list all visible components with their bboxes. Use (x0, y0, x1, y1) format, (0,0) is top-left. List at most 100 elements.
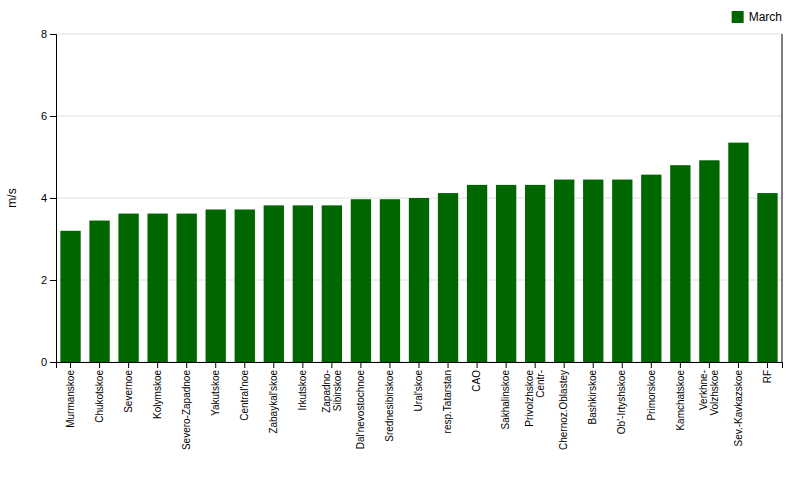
y-tick-mark (50, 34, 56, 35)
x-tick: Dal'nevostochnoe (355, 362, 366, 449)
x-tick-mark (273, 362, 274, 368)
x-tick-mark (622, 362, 623, 368)
x-tick: RF (762, 362, 773, 383)
x-tick: Chukotskoe (94, 362, 105, 423)
y-tick: 2 (41, 274, 56, 286)
x-tick-label: Zabaykal'skoe (268, 370, 279, 434)
bar (380, 199, 400, 362)
x-tick-label: Irkutskoe (297, 370, 308, 411)
x-tick-mark (70, 362, 71, 368)
x-tick: PrivolzhskoeCentr- (524, 362, 546, 427)
y-tick-mark (50, 198, 56, 199)
x-tick-mark (564, 362, 565, 368)
x-tick: CAO (471, 362, 482, 392)
x-tick-label: Primorskoe (646, 370, 657, 421)
bar (293, 205, 313, 362)
x-tick-label: Ural'skoe (413, 370, 424, 412)
y-tick-label: 8 (41, 28, 47, 40)
x-tick-mark (186, 362, 187, 368)
x-tick-mark (302, 362, 303, 368)
x-tick-label: resp.Tatarstan (442, 370, 453, 433)
x-tick: Severnoe (123, 362, 134, 413)
y-tick-mark (50, 362, 56, 363)
bar (322, 205, 342, 362)
x-tick: Ural'skoe (413, 362, 424, 411)
bars (60, 143, 777, 362)
plot: 0 2 4 6 8 Murmanskoe Chukotskoe Severnoe Kolymsk… (41, 28, 783, 450)
grid (56, 34, 782, 362)
chart: 0 2 4 6 8 Murmanskoe Chukotskoe Severnoe Kolymsk… (0, 0, 802, 480)
y-tick: 6 (41, 110, 56, 122)
y-tick-label: 6 (41, 110, 47, 122)
x-tick: Primorskoe (646, 362, 657, 421)
x-tick-label: Ob'-Irtyshskoe (616, 370, 627, 435)
x-tick-mark (419, 362, 420, 368)
legend: March (732, 10, 782, 24)
bar (670, 165, 690, 362)
bar (554, 180, 574, 362)
legend-swatch (732, 11, 744, 23)
bar (699, 160, 719, 362)
bar (438, 193, 458, 362)
x-tick: Zapadno-Sibirskoe (321, 362, 343, 413)
y-tick-label: 0 (41, 356, 47, 368)
x-tick-label: Sev.-Kavkazskoe (733, 370, 744, 447)
x-tick-label: Severnoe (123, 370, 134, 413)
x-tick-label: Bashkirskoe (587, 370, 598, 425)
x-tick-mark (477, 362, 478, 368)
bar (118, 214, 138, 362)
y-tick: 4 (41, 192, 56, 204)
x-tick: Severo-Zapadnoe (181, 362, 192, 450)
x-tick-label: Srednesibirskoe (384, 370, 395, 442)
x-tick: Bashkirskoe (587, 362, 598, 424)
x-tick: Kolymskoe (152, 362, 163, 419)
bar (728, 143, 748, 362)
x-tick-mark (215, 362, 216, 368)
x-tick-mark (360, 362, 361, 368)
y-axis-line (50, 35, 57, 363)
x-tick-label: Verkhne-Volzhskoe (698, 370, 720, 416)
bar (583, 180, 603, 362)
x-tick-label: Yakutskoe (210, 370, 221, 416)
x-tick-mark (506, 362, 507, 368)
x-tick: Irkutskoe (297, 362, 308, 411)
grid-line (56, 116, 782, 117)
x-tick-label: Chukotskoe (94, 370, 105, 423)
bar (351, 199, 371, 362)
x-tick-label: Chernoz.Oblastey (558, 370, 569, 450)
x-tick: Kamchatskoe (675, 362, 686, 431)
x-tick: Yakutskoe (210, 362, 221, 416)
y-tick-label: 2 (41, 274, 47, 286)
bar (235, 209, 255, 362)
x-tick: resp.Tatarstan (442, 362, 453, 433)
x-tick-mark (767, 362, 768, 368)
bar (467, 185, 487, 362)
x-tick: Murmanskoe (65, 362, 76, 428)
x-tick-mark (680, 362, 681, 368)
x-tick-label: RF (762, 370, 773, 383)
bar (147, 214, 167, 362)
x-tick-label: Zapadno-Sibirskoe (321, 370, 343, 413)
y-tick-mark (50, 116, 56, 117)
x-tick: Zabaykal'skoe (268, 362, 279, 434)
x-tick-label: Murmanskoe (65, 370, 76, 428)
x-axis-line (57, 363, 783, 369)
x-tick-label: Severo-Zapadnoe (181, 370, 192, 450)
x-tick: Srednesibirskoe (384, 362, 395, 442)
x-tick-mark (593, 362, 594, 368)
grid-line (56, 34, 782, 35)
y-tick-label: 4 (41, 192, 47, 204)
x-tick-mark (448, 362, 449, 368)
x-tick-mark (128, 362, 129, 368)
x-tick-label: CAO (471, 370, 482, 392)
legend-item: March (732, 10, 782, 24)
x-tick-label: Central'noe (239, 370, 250, 421)
x-tick-mark (389, 362, 390, 368)
x-tick-mark (99, 362, 100, 368)
bar (60, 231, 80, 362)
bar (89, 221, 109, 362)
x-tick: Central'noe (239, 362, 250, 421)
y-tick: 0 (41, 356, 56, 368)
bar (177, 214, 197, 362)
bar (496, 185, 516, 362)
